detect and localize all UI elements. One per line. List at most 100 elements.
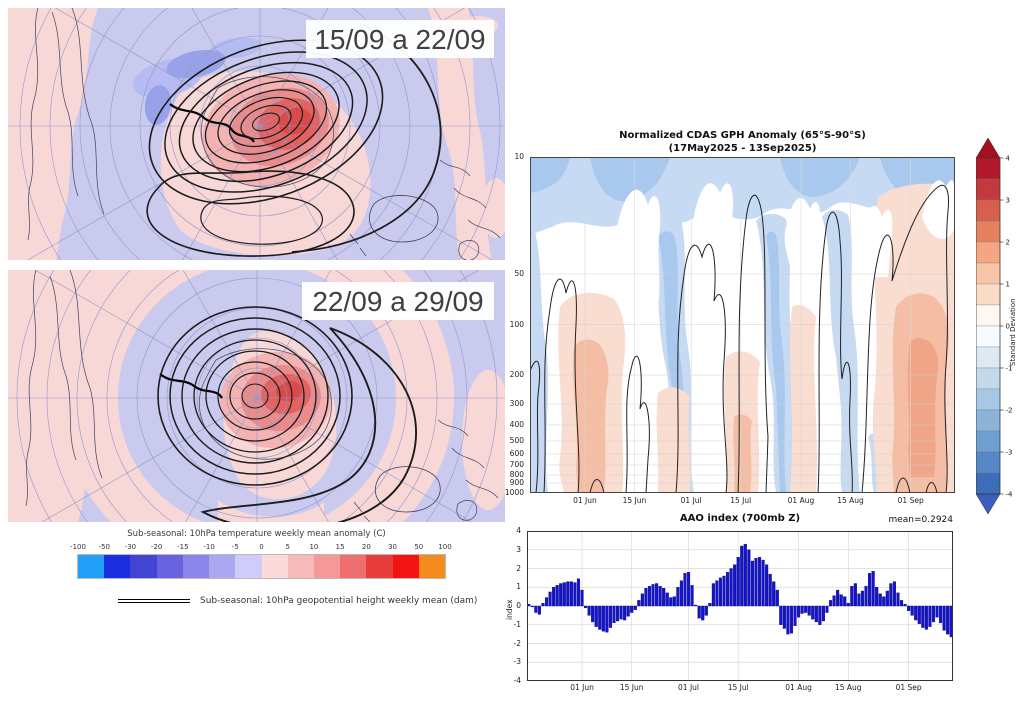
gph-y-tick: 300 <box>509 399 524 408</box>
colorbar-tick: -4 <box>1006 491 1014 499</box>
colorbar-segment <box>976 388 1001 411</box>
map2-height-contours <box>157 306 417 522</box>
colorbar-segment <box>976 220 1001 243</box>
colorbar-tick: 1 <box>1006 281 1010 289</box>
aao-bar <box>878 593 882 607</box>
temp-colorbar-tick: 20 <box>361 543 371 551</box>
aao-bar <box>594 605 598 627</box>
gph-contour-lines <box>530 184 949 493</box>
aao-bar <box>868 573 872 607</box>
aao-bar <box>754 558 758 607</box>
aao-bar <box>552 587 556 607</box>
aao-title: AAO index (700mb Z) <box>679 513 801 524</box>
temp-colorbar-segment <box>182 555 210 578</box>
gph-y-tick: 900 <box>509 478 524 487</box>
aao-bar <box>804 605 808 613</box>
gph-y-tick: 800 <box>509 470 524 479</box>
aao-bar <box>573 582 577 607</box>
temp-colorbar-tick: 10 <box>309 543 319 551</box>
aao-bar <box>850 586 854 607</box>
temp-colorbar-tick: -10 <box>203 543 215 551</box>
aao-y-tick: -3 <box>513 657 521 667</box>
aao-bar <box>548 591 552 607</box>
aao-bar <box>704 605 708 616</box>
colorbar-segment <box>976 157 1001 180</box>
temp-colorbar-tick: -50 <box>98 543 110 551</box>
aao-bar <box>750 560 754 607</box>
aao-bar <box>942 605 946 631</box>
aao-bar <box>931 605 936 623</box>
gph-x-tick: 01 Jul <box>680 496 702 505</box>
aao-x-tick: 01 Aug <box>785 683 812 692</box>
aao-bar <box>555 585 559 607</box>
aao-bar <box>686 572 691 607</box>
temp-colorbar-tick: 30 <box>388 543 398 551</box>
aao-y-axis-label: index <box>505 599 514 620</box>
gph-y-tick: 100 <box>509 319 524 329</box>
map1-date-label: 15/09 a 22/09 <box>306 20 494 58</box>
contour-line-sample-icon <box>118 596 190 606</box>
colorbar-segment <box>976 178 1001 201</box>
aao-bar <box>562 582 566 607</box>
aao-bar <box>679 580 683 607</box>
aao-bar <box>747 549 751 607</box>
gph-gridlines <box>530 157 955 493</box>
map-panel-week1: 15/09 a 22/09 <box>8 8 505 260</box>
aao-bar <box>793 605 797 626</box>
aao-bar <box>836 589 840 607</box>
aao-bar <box>605 605 609 633</box>
aao-bar <box>665 592 669 607</box>
colorbar-segment <box>976 367 1001 390</box>
aao-bar <box>530 605 534 608</box>
temp-colorbar-segment <box>392 555 419 578</box>
colorbar-segment <box>976 304 1001 327</box>
aao-bar <box>761 559 765 607</box>
temp-legend-title: Sub-seasonal: 10hPa temperature weekly m… <box>127 529 386 539</box>
aao-bar <box>726 572 730 607</box>
aao-bar <box>786 605 790 635</box>
aao-y-tick: -2 <box>513 638 521 648</box>
temp-colorbar-tick: -15 <box>177 543 189 551</box>
gph-x-tick: 01 Aug <box>787 496 815 505</box>
temp-colorbar-tick: -5 <box>231 543 239 551</box>
aao-bar <box>729 568 733 607</box>
gph-y-axis-ticks: 10 50 100 200 300 400 500 600 700 800 900 1000 <box>496 153 527 497</box>
temp-colorbar-tick: -30 <box>124 543 137 551</box>
aao-bar <box>598 605 602 630</box>
aao-y-tick: 4 <box>516 526 521 535</box>
aao-bar <box>601 605 605 632</box>
colorbar-segment <box>976 283 1001 306</box>
aao-bar <box>757 557 762 607</box>
aao-bar <box>591 605 595 623</box>
aao-bar <box>736 557 740 607</box>
aao-bar <box>662 588 666 607</box>
aao-bar <box>655 583 659 607</box>
aao-x-tick: 15 Jul <box>727 683 749 692</box>
gph-y-tick: 200 <box>509 370 524 379</box>
aao-bar <box>889 583 893 607</box>
aao-x-tick: 15 Jun <box>619 683 644 692</box>
aao-y-tick: 0 <box>516 601 521 610</box>
aao-bar <box>676 587 680 607</box>
aao-mean-value: mean=0.2924 <box>888 515 953 525</box>
aao-bar <box>818 605 822 625</box>
aao-bar <box>814 605 818 623</box>
aao-bar <box>921 605 925 628</box>
aao-bar <box>623 605 627 621</box>
temp-colorbar-segment <box>235 555 262 578</box>
aao-bar <box>871 571 875 607</box>
map2-graticule <box>8 270 505 522</box>
aao-bar <box>644 588 648 607</box>
aao-bar <box>875 587 879 607</box>
aao-bar <box>896 592 900 607</box>
gph-x-tick: 01 Jun <box>573 496 597 505</box>
aao-bar <box>846 603 850 607</box>
gph-y-tick: 400 <box>509 420 524 429</box>
aao-bar <box>683 573 687 607</box>
aao-bar <box>672 596 676 607</box>
colorbar-tick: -2 <box>1006 407 1013 415</box>
aao-bar <box>715 580 719 607</box>
aao-bar <box>892 581 896 607</box>
gph-negative-anomaly-shading <box>530 157 955 493</box>
